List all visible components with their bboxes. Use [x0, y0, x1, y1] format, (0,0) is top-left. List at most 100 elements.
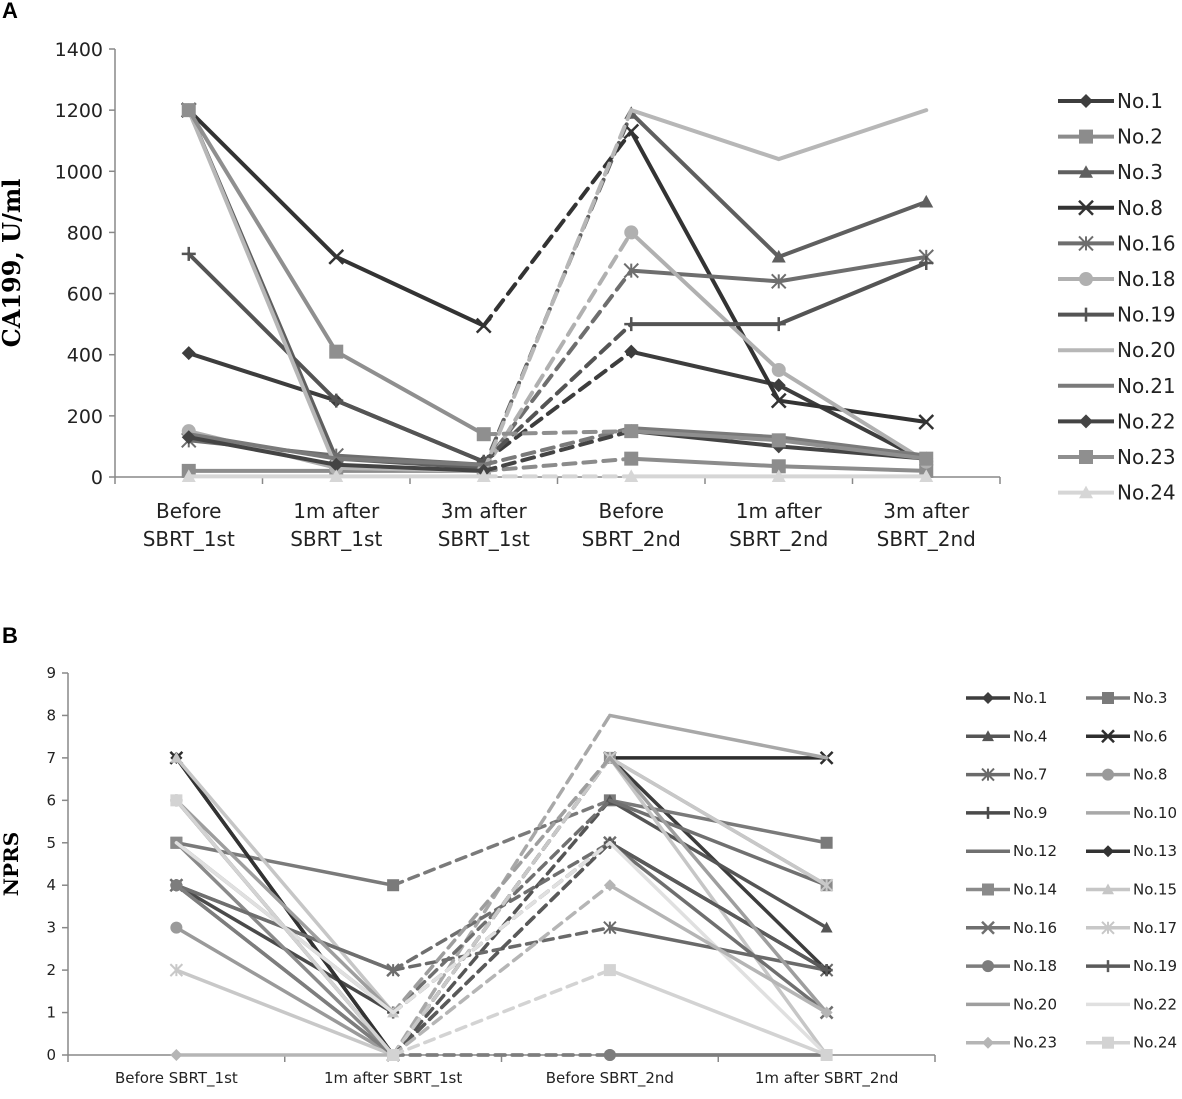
series-dashed-segment — [481, 129, 634, 328]
legend-marker — [1101, 729, 1115, 744]
x-category-label: Before — [599, 499, 664, 523]
data-point — [169, 963, 184, 977]
data-point — [475, 317, 492, 334]
legend-item: No.1 — [1058, 89, 1163, 113]
legend-item: No.10 — [1086, 804, 1177, 822]
data-point — [329, 469, 344, 482]
y-tick-label: 0 — [46, 1046, 56, 1064]
data-point — [170, 921, 183, 934]
legend-marker — [1101, 921, 1115, 935]
series-line-segment — [776, 368, 929, 464]
x-category-label: Before SBRT_1st — [115, 1069, 238, 1088]
legend-marker — [1102, 768, 1114, 781]
legend-marker — [1079, 94, 1093, 108]
series-dashed-segment — [391, 883, 612, 1057]
series-line-segment — [776, 199, 929, 259]
series-line-segment — [186, 108, 339, 470]
x-category-label: SBRT_1st — [438, 527, 530, 551]
y-tick-label: 400 — [67, 345, 103, 367]
legend-item: No.22 — [1086, 995, 1177, 1013]
y-tick-label: 1400 — [55, 39, 103, 61]
legend-marker — [1102, 883, 1114, 895]
series-line-segment — [608, 798, 829, 887]
legend-label: No.6 — [1133, 727, 1167, 745]
series-line-segment — [776, 261, 929, 327]
legend-item: No.15 — [1086, 881, 1177, 899]
series-line-segment — [629, 129, 781, 403]
series-no18 — [181, 225, 934, 478]
data-point — [387, 879, 400, 892]
series-dashed-segment — [481, 426, 634, 467]
legend-item: No.18 — [966, 957, 1057, 975]
series-dashed-segment — [481, 456, 634, 473]
data-point — [771, 459, 786, 474]
legend-marker — [1079, 450, 1093, 464]
data-point — [386, 963, 401, 977]
series-line-segment — [174, 883, 395, 1057]
y-tick-label: 2 — [46, 961, 56, 979]
legend-label: No.14 — [1013, 881, 1057, 899]
legend-item: No.16 — [1058, 231, 1176, 255]
panel-letter: A — [2, 0, 18, 23]
legend-item: No.8 — [1058, 196, 1163, 220]
y-axis-title: NPRS — [0, 832, 23, 896]
y-tick-label: 7 — [46, 749, 56, 767]
series-no10 — [174, 713, 829, 1057]
legend-item: No.23 — [966, 1034, 1057, 1052]
series-line-segment — [608, 798, 829, 930]
x-category-label: SBRT_2nd — [877, 527, 976, 551]
series-line-segment — [174, 841, 395, 887]
x-category-label: SBRT_2nd — [582, 527, 681, 551]
x-category-label: 1m after SBRT_1st — [324, 1069, 462, 1088]
data-point — [603, 964, 616, 977]
legend-marker — [982, 730, 994, 742]
panel-a: A 0 200 400 600 800 1000 1200 1400 Before SBRT_1st… — [0, 0, 1176, 551]
legend: No.1 No.2 No.3 No.8 No.16 No.18 No.19 No.20 No.2… — [1058, 89, 1176, 505]
legend-label: No.3 — [1133, 689, 1167, 707]
legend-marker — [981, 767, 995, 782]
legend-item: No.3 — [1058, 160, 1163, 184]
series-dashed-segment — [481, 322, 634, 464]
data-point — [771, 273, 787, 290]
legend-label: No.7 — [1013, 766, 1047, 784]
data-point — [624, 424, 639, 439]
legend-label: No.22 — [1117, 409, 1176, 433]
legend-label: No.19 — [1133, 957, 1177, 975]
legend-label: No.18 — [1013, 957, 1057, 975]
series-line-segment — [174, 841, 395, 1057]
legend-label: No.19 — [1117, 303, 1176, 327]
series-line-segment — [608, 841, 829, 1015]
series-line-segment — [174, 925, 395, 1057]
legend-item: No.4 — [966, 727, 1047, 745]
data-point — [771, 317, 786, 332]
series-no19 — [181, 246, 934, 469]
x-category-label: 3m after — [441, 499, 528, 523]
series-line-segment — [776, 438, 929, 461]
data-point — [624, 451, 639, 466]
series-line-segment — [608, 713, 829, 760]
legend-item: No.20 — [1058, 338, 1176, 362]
series-dashed-segment — [391, 756, 612, 1015]
series-line-segment — [629, 111, 781, 259]
series-line-segment — [186, 351, 339, 403]
data-point — [329, 457, 344, 472]
series-line-segment — [629, 268, 781, 284]
data-point — [181, 246, 196, 261]
data-point — [170, 751, 183, 763]
legend-label: No.4 — [1013, 727, 1047, 745]
series-dashed-segment — [391, 841, 612, 1015]
data-point — [181, 430, 196, 445]
series-line-segment — [174, 756, 395, 1015]
data-point — [603, 920, 617, 935]
y-tick-label: 800 — [67, 222, 103, 244]
series-line-segment — [776, 464, 929, 473]
legend-item: No.22 — [1058, 409, 1176, 433]
legend-item: No.20 — [966, 995, 1057, 1013]
y-axis-title: CA199, U/ml — [0, 179, 26, 348]
series-line-segment — [334, 462, 486, 473]
series-line-segment — [174, 968, 395, 1057]
data-point — [770, 392, 787, 409]
y-tick-label: 4 — [46, 876, 56, 894]
series-dashed-segment — [391, 968, 612, 1057]
data-point — [919, 256, 934, 270]
